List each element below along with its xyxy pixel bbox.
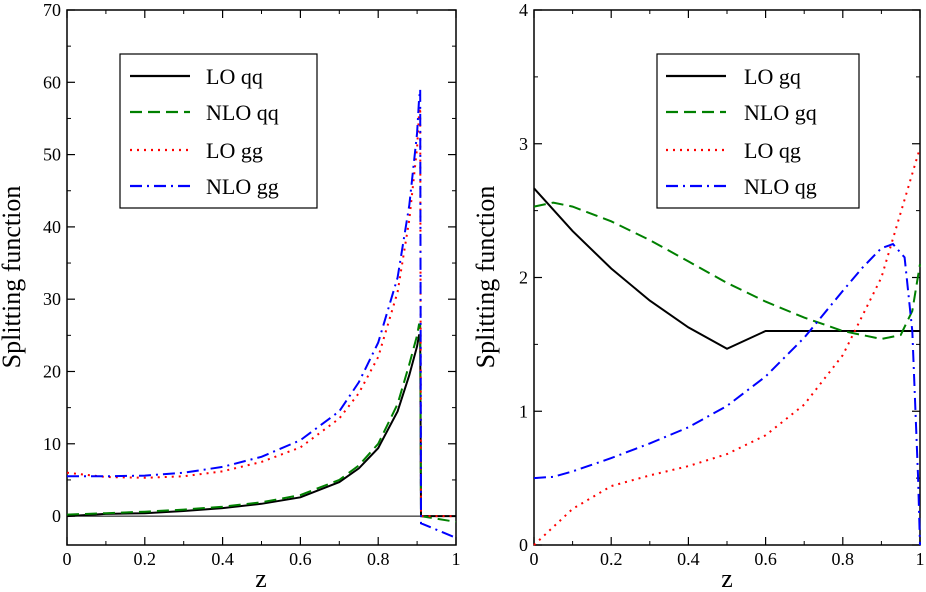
left-y-tick-label-3: 30 [43,289,61,309]
right-legend-box [656,53,860,209]
right-y-tick-label-2: 2 [519,268,528,288]
left-legend-label-1: NLO qq [206,100,279,125]
left-y-tick-label-2: 20 [43,361,61,381]
right-legend-entry-3: NLO qg [666,174,817,199]
right-x-tick-label-0: 0 [530,549,539,569]
right-y-tick-label-0: 0 [519,535,528,555]
right-legend-label-0: LO gq [744,64,801,89]
left-legend-label-2: LO gg [206,138,263,163]
left-legend-entry-2: LO gg [130,138,263,163]
right-panel: 0 0.2 0.4 0.6 0.8 1 0 1 2 3 4 z Splitting function… [471,0,925,592]
right-legend-label-1: NLO gq [744,100,817,125]
left-x-axis-label: z [255,564,267,592]
right-legend-label-2: LO qg [744,138,801,163]
left-legend-label-3: NLO gg [206,174,279,199]
right-curves [533,147,921,546]
right-legend: LO gq NLO gq LO qg NLO qg [656,53,860,209]
right-series-lo-gq [533,187,920,350]
right-series-lo-qg [533,147,921,546]
left-series-nlo-qq [66,323,457,523]
right-x-axis-label: z [721,564,733,592]
left-x-tick-label-0: 0 [63,549,72,569]
left-x-tick-label-3: 0.6 [289,549,312,569]
left-series-nlo-gg [67,89,457,539]
right-ticks: 0 0.2 0.4 0.6 0.8 1 0 1 2 3 4 [519,0,925,569]
left-x-tick-label-1: 0.2 [134,549,157,569]
left-legend-entry-1: NLO qq [130,100,279,125]
left-legend: LO qq NLO qq LO gg NLO gg [119,53,318,209]
right-y-axis-label: Splitting function [471,186,500,369]
left-curves [66,89,457,539]
left-y-tick-label-4: 40 [43,217,61,237]
right-y-tick-label-3: 3 [519,134,528,154]
left-y-tick-label-0: 0 [52,506,61,526]
left-series-lo-gg [66,107,456,518]
left-y-tick-label-5: 50 [43,145,61,165]
right-legend-label-3: NLO qg [744,174,817,199]
right-y-tick-label-4: 4 [519,0,528,20]
left-x-tick-label-5: 1 [452,549,461,569]
left-y-tick-label-7: 70 [43,0,61,20]
right-x-tick-label-5: 1 [916,549,925,569]
right-x-tick-label-4: 0.8 [832,549,855,569]
left-y-tick-label-1: 10 [43,434,61,454]
left-legend-label-0: LO qq [206,64,263,89]
right-x-tick-label-1: 0.2 [600,549,623,569]
right-series-nlo-qg [533,242,921,546]
right-x-tick-label-3: 0.6 [754,549,777,569]
left-legend-entry-3: NLO gg [130,174,279,199]
right-x-tick-label-2: 0.4 [677,549,700,569]
right-y-tick-label-1: 1 [519,401,528,421]
left-x-tick-label-4: 0.8 [367,549,390,569]
left-legend-box [119,53,318,209]
left-y-tick-label-6: 60 [43,72,61,92]
right-legend-entry-2: LO qg [666,138,801,163]
right-legend-entry-0: LO gq [666,64,801,89]
left-series-lo-qq [66,334,456,518]
left-legend-entry-0: LO qq [130,64,263,89]
left-y-axis-label: Splitting function [0,186,26,369]
left-x-tick-label-2: 0.4 [211,549,234,569]
right-series-nlo-gq [533,201,921,341]
right-legend-entry-1: NLO gq [666,100,817,125]
